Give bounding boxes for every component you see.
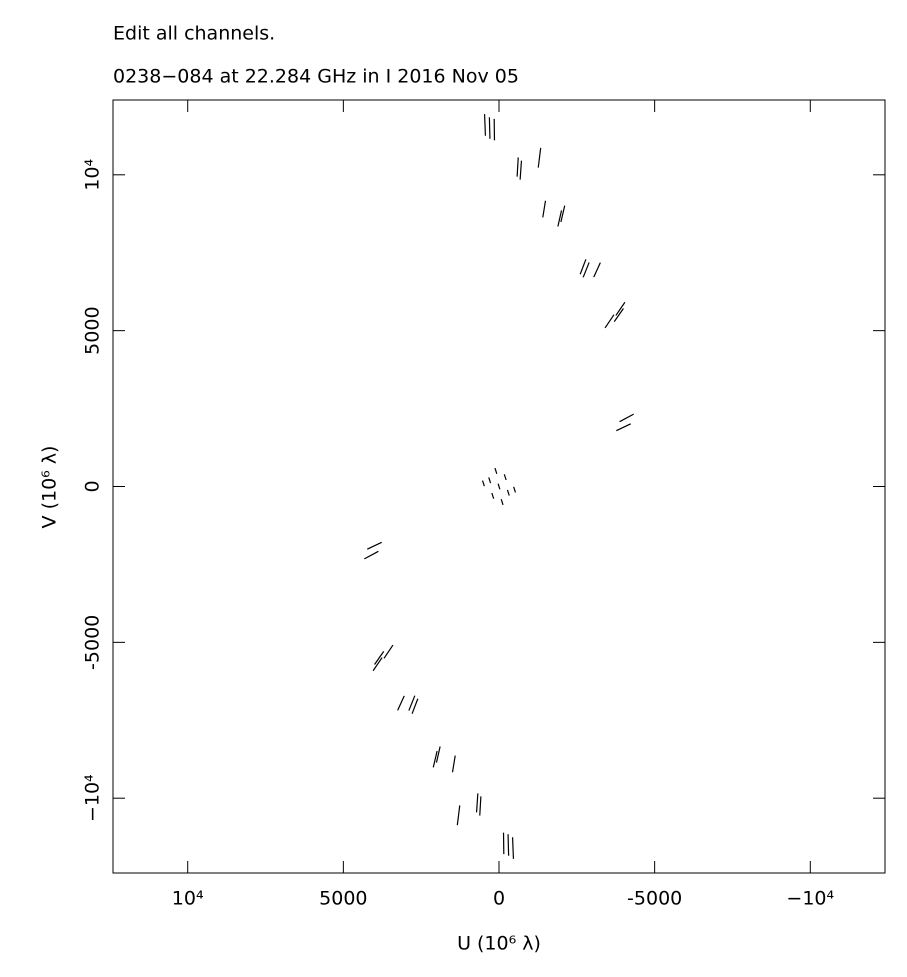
- uv-point: [514, 487, 516, 493]
- uv-point: [594, 263, 601, 278]
- x-tick-label: 0: [493, 888, 505, 910]
- uv-point: [504, 474, 506, 480]
- uv-point: [561, 206, 565, 222]
- uv-point: [501, 499, 503, 505]
- uv-point: [543, 201, 546, 218]
- uv-point: [457, 805, 459, 825]
- y-tick-label: 10⁴: [82, 159, 104, 191]
- y-tick-label: -5000: [82, 615, 104, 670]
- uv-point: [558, 210, 562, 226]
- uv-point: [384, 645, 393, 658]
- uv-point: [620, 414, 634, 422]
- uv-point: [517, 157, 518, 176]
- uv-point: [436, 747, 440, 763]
- chart-title: Edit all channels.: [113, 23, 275, 45]
- uv-point: [616, 424, 630, 431]
- uv-point: [492, 493, 494, 499]
- x-tick-label: 5000: [319, 888, 367, 910]
- uv-point: [605, 315, 614, 328]
- uv-point: [433, 751, 437, 767]
- x-tick-label: −10⁴: [786, 888, 834, 910]
- uv-point: [480, 796, 481, 815]
- uv-point: [513, 837, 514, 859]
- uv-point: [538, 148, 540, 168]
- y-tick-label: −10⁴: [82, 774, 104, 822]
- uv-point: [483, 481, 485, 487]
- x-tick-label: -5000: [627, 888, 682, 910]
- uv-point: [367, 542, 381, 549]
- uv-point: [520, 161, 521, 180]
- uv-point: [489, 477, 491, 483]
- uv-point: [495, 468, 497, 474]
- uv-point: [489, 117, 490, 139]
- x-tick-label: 10⁴: [172, 888, 204, 910]
- uv-point: [398, 696, 405, 711]
- uv-point: [364, 551, 378, 559]
- uv-point: [498, 484, 500, 490]
- uv-point: [508, 834, 509, 856]
- y-tick-label: 0: [82, 480, 104, 492]
- uv-point: [485, 114, 486, 136]
- y-axis-label: V (10⁶ λ): [39, 446, 61, 529]
- chart-subtitle: 0238−084 at 22.284 GHz in I 2016 Nov 05: [113, 66, 519, 88]
- uv-point: [477, 793, 478, 812]
- uv-point: [507, 490, 509, 496]
- y-tick-label: 5000: [82, 306, 104, 354]
- x-axis-label: U (10⁶ λ): [457, 933, 541, 955]
- uv-point: [453, 756, 456, 773]
